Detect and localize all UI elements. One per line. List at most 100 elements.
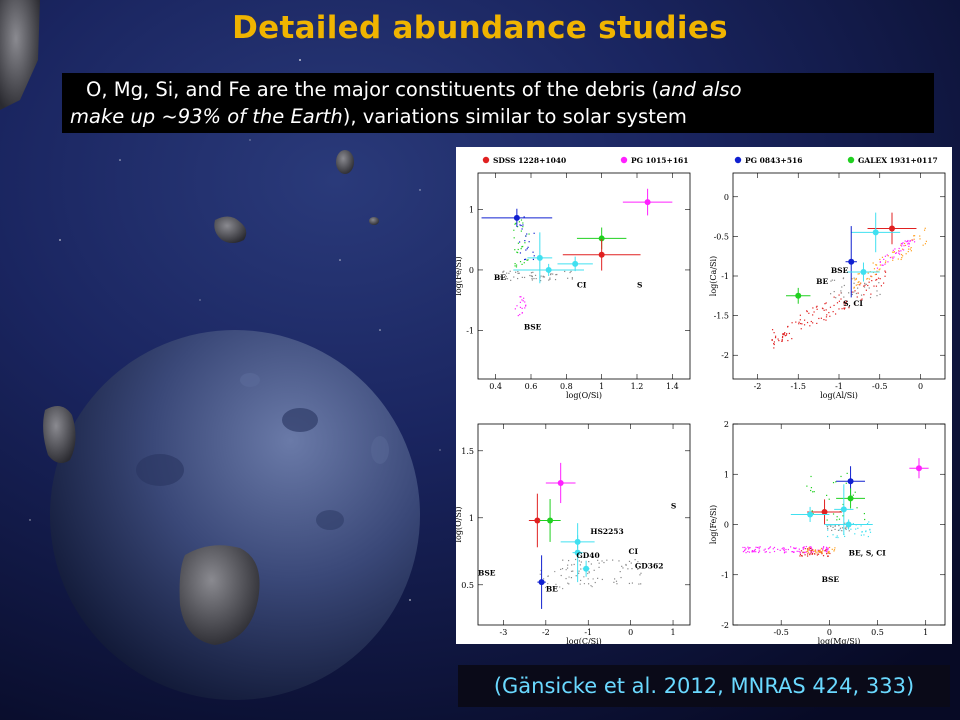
field-star bbox=[848, 307, 850, 309]
field-star bbox=[837, 529, 840, 531]
data-point bbox=[860, 269, 867, 276]
field-star bbox=[861, 298, 863, 300]
field-star bbox=[875, 279, 877, 281]
data-point bbox=[847, 478, 854, 485]
field-star bbox=[566, 567, 569, 569]
x-tick-label: -0.5 bbox=[872, 382, 887, 391]
field-star bbox=[535, 277, 537, 280]
field-star bbox=[840, 290, 842, 292]
field-star bbox=[837, 536, 839, 539]
field-star bbox=[851, 291, 853, 293]
field-star bbox=[561, 567, 564, 570]
field-star bbox=[863, 534, 865, 536]
field-star bbox=[540, 569, 542, 572]
annotation-label: BSE bbox=[524, 322, 542, 331]
field-star bbox=[519, 313, 521, 316]
field-star bbox=[627, 568, 629, 570]
field-star bbox=[884, 262, 887, 264]
x-tick-label: 0 bbox=[918, 382, 923, 391]
field-star bbox=[524, 240, 526, 242]
y-tick-label: -1.5 bbox=[714, 312, 729, 321]
field-star bbox=[902, 249, 905, 251]
field-star bbox=[800, 328, 802, 330]
field-star bbox=[798, 550, 800, 553]
field-star bbox=[825, 319, 827, 321]
field-star bbox=[571, 564, 573, 566]
summary-line-2: make up ~93% of the Earth), variations s… bbox=[70, 105, 687, 128]
field-star bbox=[912, 239, 914, 241]
field-star bbox=[825, 546, 828, 548]
y-axis-label: log(O/Si) bbox=[456, 506, 463, 542]
field-star bbox=[812, 550, 814, 553]
field-star bbox=[527, 246, 529, 248]
field-star bbox=[839, 529, 841, 531]
field-star bbox=[804, 551, 806, 553]
field-star bbox=[795, 547, 797, 549]
field-star bbox=[801, 555, 803, 557]
field-star bbox=[817, 553, 820, 555]
annotation-label: BE bbox=[816, 277, 828, 286]
field-star bbox=[826, 553, 828, 555]
field-star bbox=[824, 550, 826, 552]
data-point bbox=[872, 229, 879, 236]
field-star bbox=[631, 568, 633, 570]
field-star bbox=[873, 268, 876, 270]
field-star bbox=[899, 253, 901, 255]
field-star bbox=[826, 526, 829, 528]
field-star bbox=[514, 262, 516, 265]
field-star bbox=[796, 550, 798, 552]
field-star bbox=[826, 548, 829, 551]
field-star bbox=[625, 563, 627, 566]
field-star bbox=[865, 289, 867, 291]
field-star bbox=[773, 341, 775, 343]
field-star bbox=[910, 247, 912, 249]
field-star bbox=[826, 314, 828, 316]
field-star bbox=[867, 284, 869, 287]
field-star bbox=[784, 332, 786, 334]
field-star bbox=[834, 547, 836, 549]
field-star bbox=[814, 550, 816, 552]
field-star bbox=[812, 322, 814, 324]
field-star bbox=[755, 546, 757, 548]
field-star bbox=[826, 519, 828, 521]
field-star bbox=[542, 275, 544, 277]
field-star bbox=[884, 271, 887, 273]
field-star bbox=[550, 273, 552, 276]
field-star bbox=[842, 503, 844, 506]
field-star bbox=[829, 525, 832, 527]
field-star bbox=[601, 578, 603, 581]
field-star bbox=[628, 582, 631, 585]
data-point bbox=[644, 199, 651, 206]
field-star bbox=[773, 332, 775, 334]
field-star bbox=[834, 525, 836, 527]
data-point bbox=[840, 506, 847, 513]
field-star bbox=[514, 308, 516, 310]
x-axis-label: log(C/Si) bbox=[566, 637, 602, 644]
field-star bbox=[502, 271, 504, 273]
field-star bbox=[554, 278, 557, 281]
field-star bbox=[763, 549, 765, 551]
field-star bbox=[748, 547, 750, 549]
field-star bbox=[857, 527, 859, 529]
field-star bbox=[798, 321, 800, 323]
field-star bbox=[745, 548, 747, 550]
field-star bbox=[603, 561, 605, 564]
field-star bbox=[866, 522, 869, 525]
field-star bbox=[753, 551, 755, 553]
field-star bbox=[764, 548, 766, 550]
field-star bbox=[742, 546, 744, 549]
field-star bbox=[579, 583, 581, 585]
field-star bbox=[810, 489, 812, 492]
field-star bbox=[781, 337, 784, 339]
field-star bbox=[845, 482, 847, 484]
field-star bbox=[522, 300, 524, 302]
field-star bbox=[518, 272, 520, 274]
field-star bbox=[867, 272, 869, 274]
field-star bbox=[821, 307, 824, 309]
field-star bbox=[816, 554, 819, 556]
field-star bbox=[592, 578, 594, 580]
field-star bbox=[532, 251, 534, 253]
field-star bbox=[568, 583, 570, 585]
field-star bbox=[759, 546, 761, 548]
field-star bbox=[810, 549, 812, 552]
